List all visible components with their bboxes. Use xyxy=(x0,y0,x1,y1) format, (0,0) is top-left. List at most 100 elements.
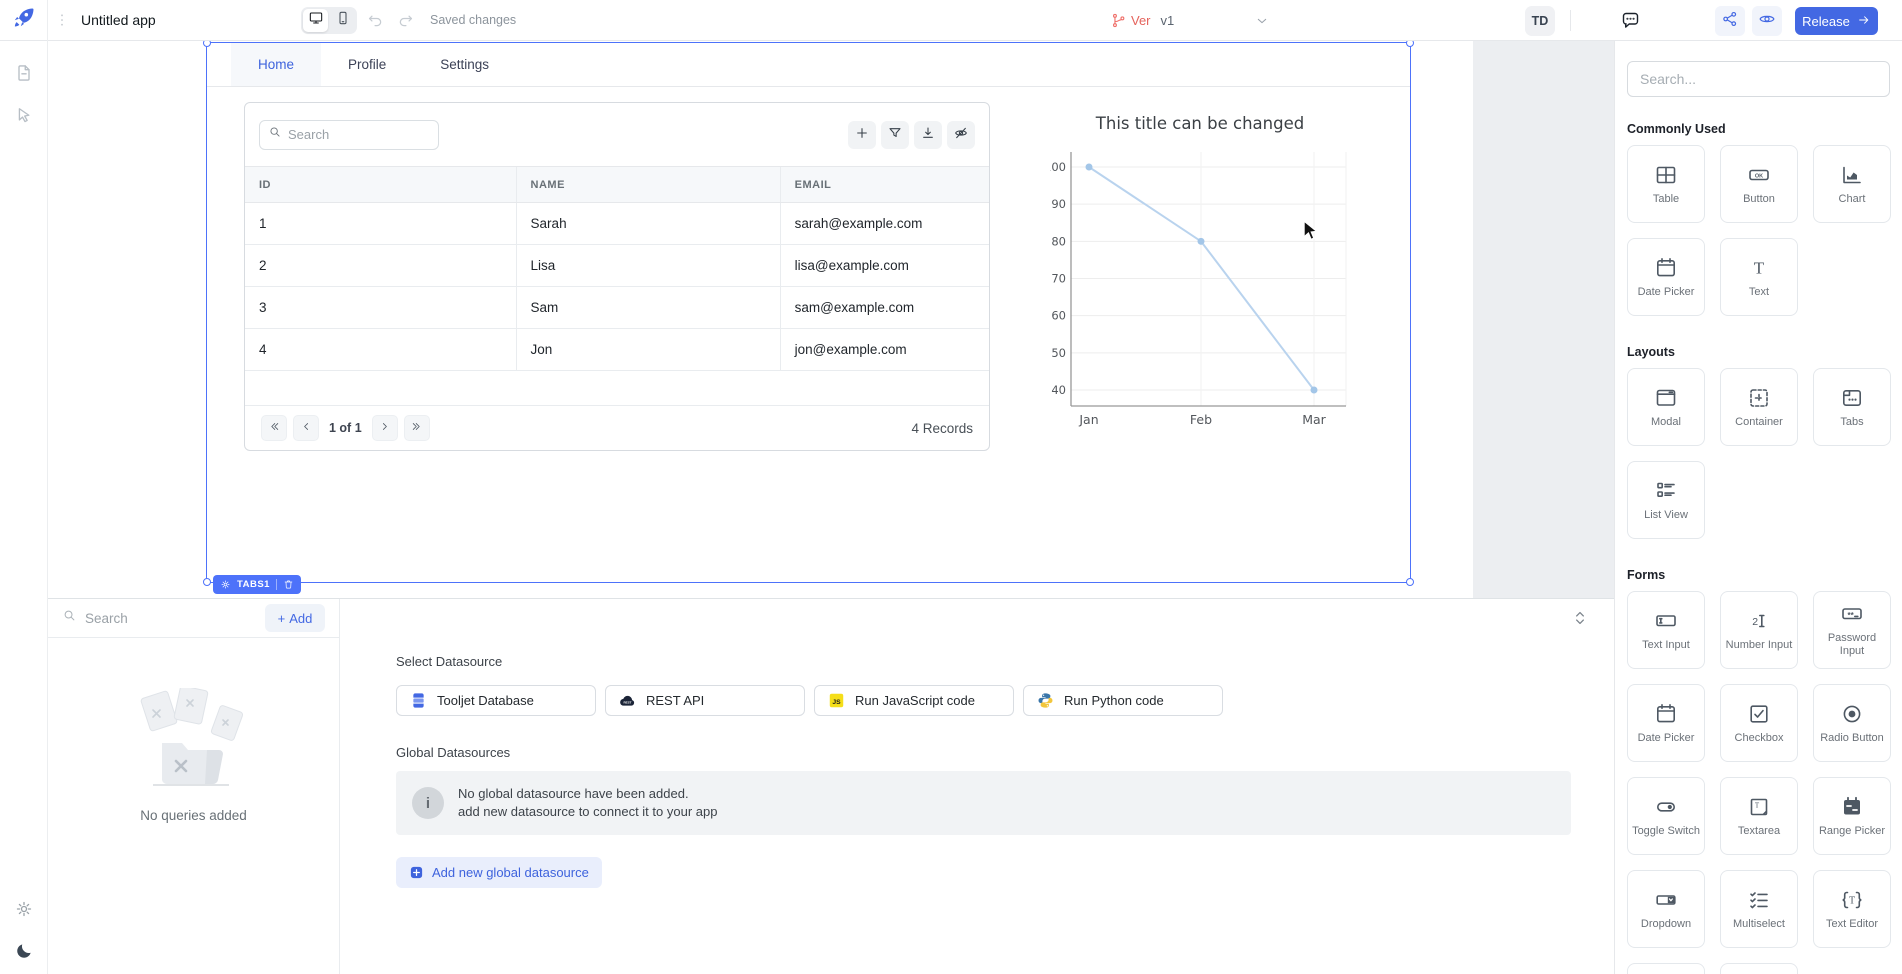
widget-card-chart[interactable]: Chart xyxy=(1813,145,1891,223)
table-cell[interactable]: sarah@example.com xyxy=(794,216,923,231)
arrow-right-icon xyxy=(1857,13,1871,30)
widget-card-radio-button[interactable]: Radio Button xyxy=(1813,684,1891,762)
query-search-input[interactable] xyxy=(85,610,265,626)
table-cell[interactable]: 3 xyxy=(245,287,517,328)
table-cell[interactable]: 4 xyxy=(245,329,517,370)
chevron-left-icon xyxy=(300,420,313,436)
widget-card-button[interactable]: OK Button xyxy=(1720,145,1798,223)
resize-handle[interactable] xyxy=(1406,41,1414,47)
widget-card-textarea[interactable]: T Textarea xyxy=(1720,777,1798,855)
app-title[interactable]: Untitled app xyxy=(81,12,156,28)
tab-settings[interactable]: Settings xyxy=(440,57,490,72)
widget-card-dropdown[interactable]: Dropdown xyxy=(1627,870,1705,948)
table-row[interactable]: 2 Lisa lisa@example.com xyxy=(245,245,989,287)
avatar[interactable]: TD xyxy=(1525,6,1555,36)
undo-button[interactable] xyxy=(366,11,385,30)
inspector-pointer-icon[interactable] xyxy=(14,105,34,125)
dark-mode-moon-icon[interactable] xyxy=(14,941,34,961)
datasource-python[interactable]: Run Python code xyxy=(1023,685,1223,716)
redo-button[interactable] xyxy=(396,11,415,30)
next-page-button[interactable] xyxy=(371,415,398,441)
widget-card-text[interactable]: T Text xyxy=(1720,238,1798,316)
widget-settings-gear-icon[interactable] xyxy=(220,579,231,590)
widget-card-fileupload[interactable] xyxy=(1720,963,1798,974)
widget-card-label: Modal xyxy=(1651,415,1681,428)
selected-widget-badge[interactable]: TABS1 xyxy=(213,575,301,594)
table-cell[interactable]: Jon xyxy=(517,329,781,370)
widget-card-list-view[interactable]: List View xyxy=(1627,461,1705,539)
chart-widget[interactable]: This title can be changed 40 50 60 70 80 90 100… xyxy=(1044,104,1350,434)
delete-widget-trash-icon[interactable] xyxy=(283,579,294,590)
table-search[interactable] xyxy=(259,119,439,150)
prev-page-button[interactable] xyxy=(293,415,319,441)
widget-card-number-input[interactable]: 2 Number Input xyxy=(1720,591,1798,669)
datasource-js[interactable]: JS Run JavaScript code xyxy=(814,685,1014,716)
table-row[interactable]: 1 Sarah sarah@example.com xyxy=(245,203,989,245)
column-header-name[interactable]: NAME xyxy=(517,167,781,202)
info-line-1: No global datasource have been added. xyxy=(458,786,689,801)
widget-card-container[interactable]: Container xyxy=(1720,368,1798,446)
resize-handle[interactable] xyxy=(203,41,211,47)
widget-card-text-editor[interactable]: T Text Editor xyxy=(1813,870,1891,948)
widget-card-checkbox[interactable]: Checkbox xyxy=(1720,684,1798,762)
hide-columns-button[interactable] xyxy=(947,120,975,149)
add-query-button[interactable]: + Add xyxy=(265,604,325,632)
last-page-button[interactable] xyxy=(403,415,430,441)
widget-card-table[interactable]: Table xyxy=(1627,145,1705,223)
widget-card-date-picker[interactable]: Date Picker xyxy=(1627,238,1705,316)
table-cell[interactable]: Sam xyxy=(517,287,781,328)
table-cell[interactable]: sam@example.com xyxy=(794,300,915,315)
table-cell[interactable]: jon@example.com xyxy=(794,342,907,357)
widget-card-star[interactable] xyxy=(1627,963,1705,974)
share-button[interactable] xyxy=(1715,6,1745,36)
table-row[interactable]: 3 Sam sam@example.com xyxy=(245,287,989,329)
first-page-button[interactable] xyxy=(261,415,287,441)
mobile-toggle-button[interactable] xyxy=(330,9,355,32)
settings-gear-icon[interactable] xyxy=(14,899,34,919)
widget-card-password-input[interactable]: ** Password Input xyxy=(1813,591,1891,669)
tab-home[interactable]: Home xyxy=(231,43,322,86)
pages-icon[interactable] xyxy=(14,63,34,83)
filter-button[interactable] xyxy=(881,120,909,149)
widget-card-text-input[interactable]: Text Input xyxy=(1627,591,1705,669)
app-menu-kebab-icon[interactable] xyxy=(54,12,70,28)
topbar-divider xyxy=(1570,10,1571,31)
table-search-input[interactable] xyxy=(288,127,430,142)
widget-card-multiselect[interactable]: Multiselect xyxy=(1720,870,1798,948)
table-cell[interactable]: 2 xyxy=(245,245,517,286)
collapse-panel-icon[interactable] xyxy=(1570,608,1590,628)
datasource-tooljet-db[interactable]: Tooljet Database xyxy=(396,685,596,716)
widget-card-range-picker[interactable]: Range Picker xyxy=(1813,777,1891,855)
app-logo[interactable] xyxy=(0,0,48,41)
datasource-rest-api[interactable]: REST REST API xyxy=(605,685,805,716)
widget-card-toggle-switch[interactable]: Toggle Switch xyxy=(1627,777,1705,855)
comments-button[interactable] xyxy=(1620,10,1641,31)
preview-button[interactable] xyxy=(1752,6,1782,36)
table-cell[interactable]: Lisa xyxy=(517,245,781,286)
table-row[interactable]: 4 Jon jon@example.com xyxy=(245,329,989,371)
column-header-id[interactable]: ID xyxy=(245,167,517,202)
datasource-label: Run Python code xyxy=(1064,693,1164,708)
widget-card-tabs[interactable]: Tabs xyxy=(1813,368,1891,446)
download-button[interactable] xyxy=(914,120,942,149)
table-cell[interactable]: lisa@example.com xyxy=(794,258,909,273)
desktop-toggle-button[interactable] xyxy=(303,9,328,32)
widget-card-date-picker[interactable]: Date Picker xyxy=(1627,684,1705,762)
add-row-button[interactable] xyxy=(848,120,876,149)
widget-card-modal[interactable]: Modal xyxy=(1627,368,1705,446)
widget-grid: Modal Container Tabs List View xyxy=(1627,368,1891,539)
query-search[interactable] xyxy=(62,608,265,628)
release-button[interactable]: Release xyxy=(1795,7,1878,35)
add-global-datasource-button[interactable]: Add new global datasource xyxy=(396,857,602,888)
resize-handle[interactable] xyxy=(203,578,211,586)
tab-profile[interactable]: Profile xyxy=(348,57,387,72)
widget-search-input[interactable] xyxy=(1627,61,1890,97)
table-cell[interactable]: 1 xyxy=(245,203,517,244)
column-header-email[interactable]: EMAIL xyxy=(794,178,832,191)
version-selector[interactable]: Ver v1 xyxy=(1110,0,1270,41)
resize-handle[interactable] xyxy=(1406,578,1414,586)
table-cell[interactable]: Sarah xyxy=(517,203,781,244)
